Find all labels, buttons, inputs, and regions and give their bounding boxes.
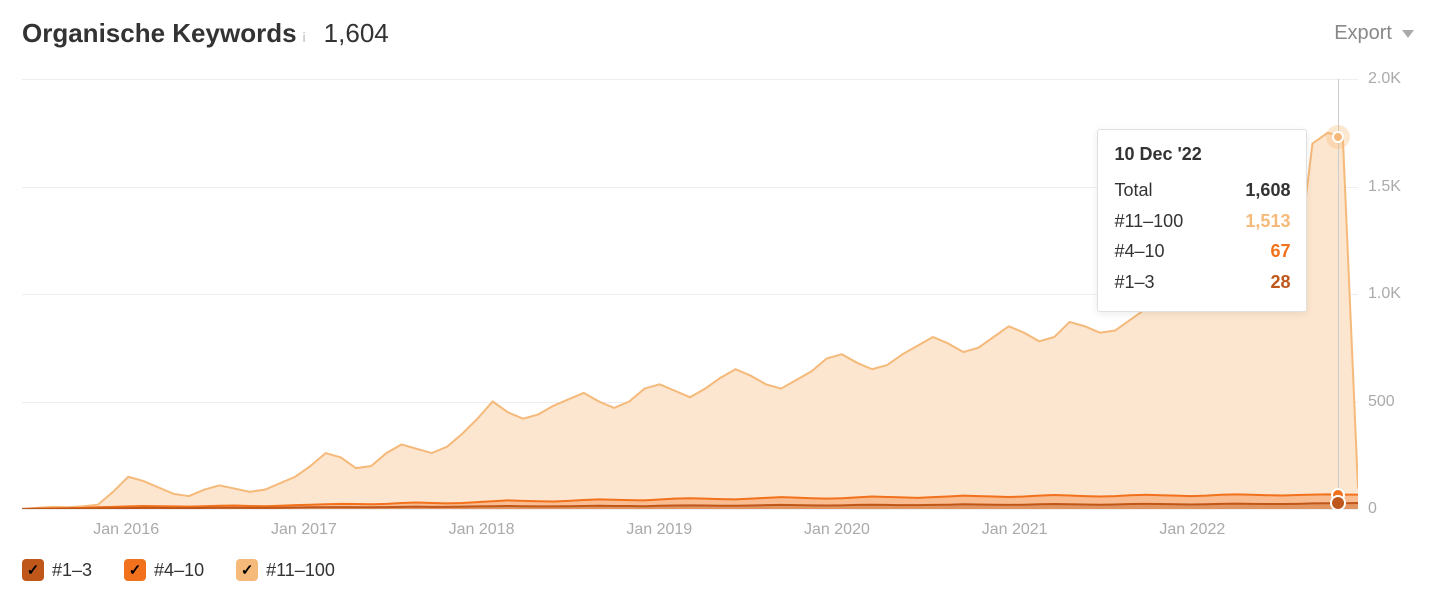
y-axis-label: 1.0K [1368, 285, 1401, 303]
widget-header: Organische Keywords i 1,604 Export [22, 18, 1414, 49]
legend-label: #11–100 [266, 560, 335, 581]
legend-checkbox[interactable]: ✓ [236, 559, 258, 581]
check-icon: ✓ [129, 561, 142, 579]
widget-title: Organische Keywords [22, 18, 297, 49]
legend-checkbox[interactable]: ✓ [22, 559, 44, 581]
tooltip-row-label: #4–10 [1114, 236, 1164, 267]
legend-checkbox[interactable]: ✓ [124, 559, 146, 581]
tooltip-row: #11–100 1,513 [1114, 206, 1290, 237]
tooltip-row-value: 67 [1270, 236, 1290, 267]
x-axis-label: Jan 2018 [449, 521, 515, 539]
tooltip-row: #4–10 67 [1114, 236, 1290, 267]
tooltip-row-label: Total [1114, 175, 1152, 206]
legend-item[interactable]: ✓ #11–100 [236, 559, 335, 581]
legend-label: #1–3 [52, 560, 92, 581]
x-axis-label: Jan 2021 [982, 521, 1048, 539]
x-axis-label: Jan 2020 [804, 521, 870, 539]
x-axis-label: Jan 2017 [271, 521, 337, 539]
header-left: Organische Keywords i 1,604 [22, 18, 389, 49]
x-axis-label: Jan 2019 [626, 521, 692, 539]
x-axis-label: Jan 2022 [1159, 521, 1225, 539]
check-icon: ✓ [27, 561, 40, 579]
info-icon[interactable]: i [303, 29, 306, 45]
export-button[interactable]: Export [1334, 22, 1414, 45]
chart-plot-area[interactable]: 05001.0K1.5K2.0K10 Dec '22Total1,608#11–… [22, 79, 1358, 509]
tooltip-row-value: 1,513 [1245, 206, 1290, 237]
legend-item[interactable]: ✓ #4–10 [124, 559, 204, 581]
hover-dot [1332, 131, 1344, 143]
y-axis-label: 1.5K [1368, 178, 1401, 196]
chart-tooltip: 10 Dec '22Total1,608#11–1001,513#4–1067#… [1097, 129, 1307, 312]
tooltip-date: 10 Dec '22 [1114, 144, 1290, 165]
keywords-widget: Organische Keywords i 1,604 Export 05001… [0, 0, 1436, 599]
check-icon: ✓ [241, 561, 254, 579]
chevron-down-icon [1402, 30, 1414, 38]
tooltip-row-label: #1–3 [1114, 267, 1154, 298]
hover-dot [1330, 495, 1346, 511]
legend-label: #4–10 [154, 560, 204, 581]
chart-legend: ✓ #1–3 ✓ #4–10 ✓ #11–100 [22, 559, 1414, 581]
x-axis: Jan 2016 Jan 2017 Jan 2018 Jan 2019 Jan 2020… [22, 509, 1414, 539]
y-axis-label: 2.0K [1368, 70, 1401, 88]
x-axis-label: Jan 2016 [93, 521, 159, 539]
tooltip-row-value: 28 [1270, 267, 1290, 298]
chart-container: 05001.0K1.5K2.0K10 Dec '22Total1,608#11–… [22, 79, 1414, 581]
tooltip-row: #1–3 28 [1114, 267, 1290, 298]
y-axis-label: 500 [1368, 393, 1395, 411]
export-label: Export [1334, 22, 1392, 45]
tooltip-row: Total 1,608 [1114, 175, 1290, 206]
tooltip-row-label: #11–100 [1114, 206, 1183, 237]
tooltip-row-value: 1,608 [1245, 175, 1290, 206]
legend-item[interactable]: ✓ #1–3 [22, 559, 92, 581]
keywords-count: 1,604 [324, 18, 389, 49]
